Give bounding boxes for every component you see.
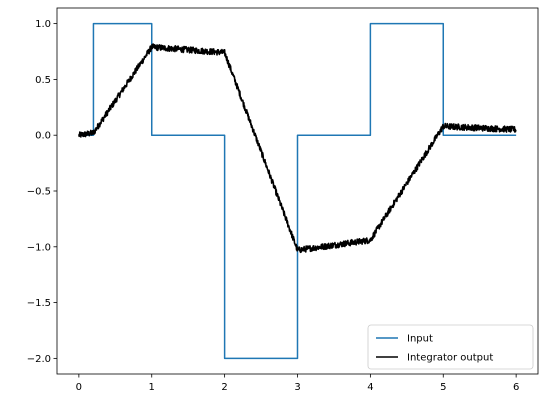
y-tick-label-2: 0.0 [35,131,51,142]
legend-label-integrator-output: Integrator output [407,353,493,364]
x-tick-label-0: 0 [76,382,82,393]
legend-label-input: Input [407,334,433,345]
x-tick-label-5: 5 [440,382,446,393]
input-series-line [78,22,517,360]
axes-layer: 0 1 2 3 4 5 6 1.0 0.5 0.0 −0.5 −1.0 −1.5 −2.0 [27,19,520,393]
x-tick-label-2: 2 [221,382,227,393]
y-tick-label-6: −2.0 [27,354,51,365]
y-tick-label-5: −1.5 [27,298,51,309]
integrator-output-series-line [78,43,517,254]
y-tick-label-1: 0.5 [35,75,51,86]
y-tick-label-4: −1.0 [27,242,51,253]
x-tick-label-6: 6 [513,382,519,393]
y-tick-label-0: 1.0 [35,19,51,30]
data-layer [78,22,517,360]
y-tick-label-3: −0.5 [27,187,51,198]
legend: Input Integrator output [367,324,534,370]
x-tick-label-4: 4 [367,382,373,393]
x-tick-label-3: 3 [294,382,300,393]
legend-box [367,324,534,370]
x-tick-label-1: 1 [149,382,155,393]
